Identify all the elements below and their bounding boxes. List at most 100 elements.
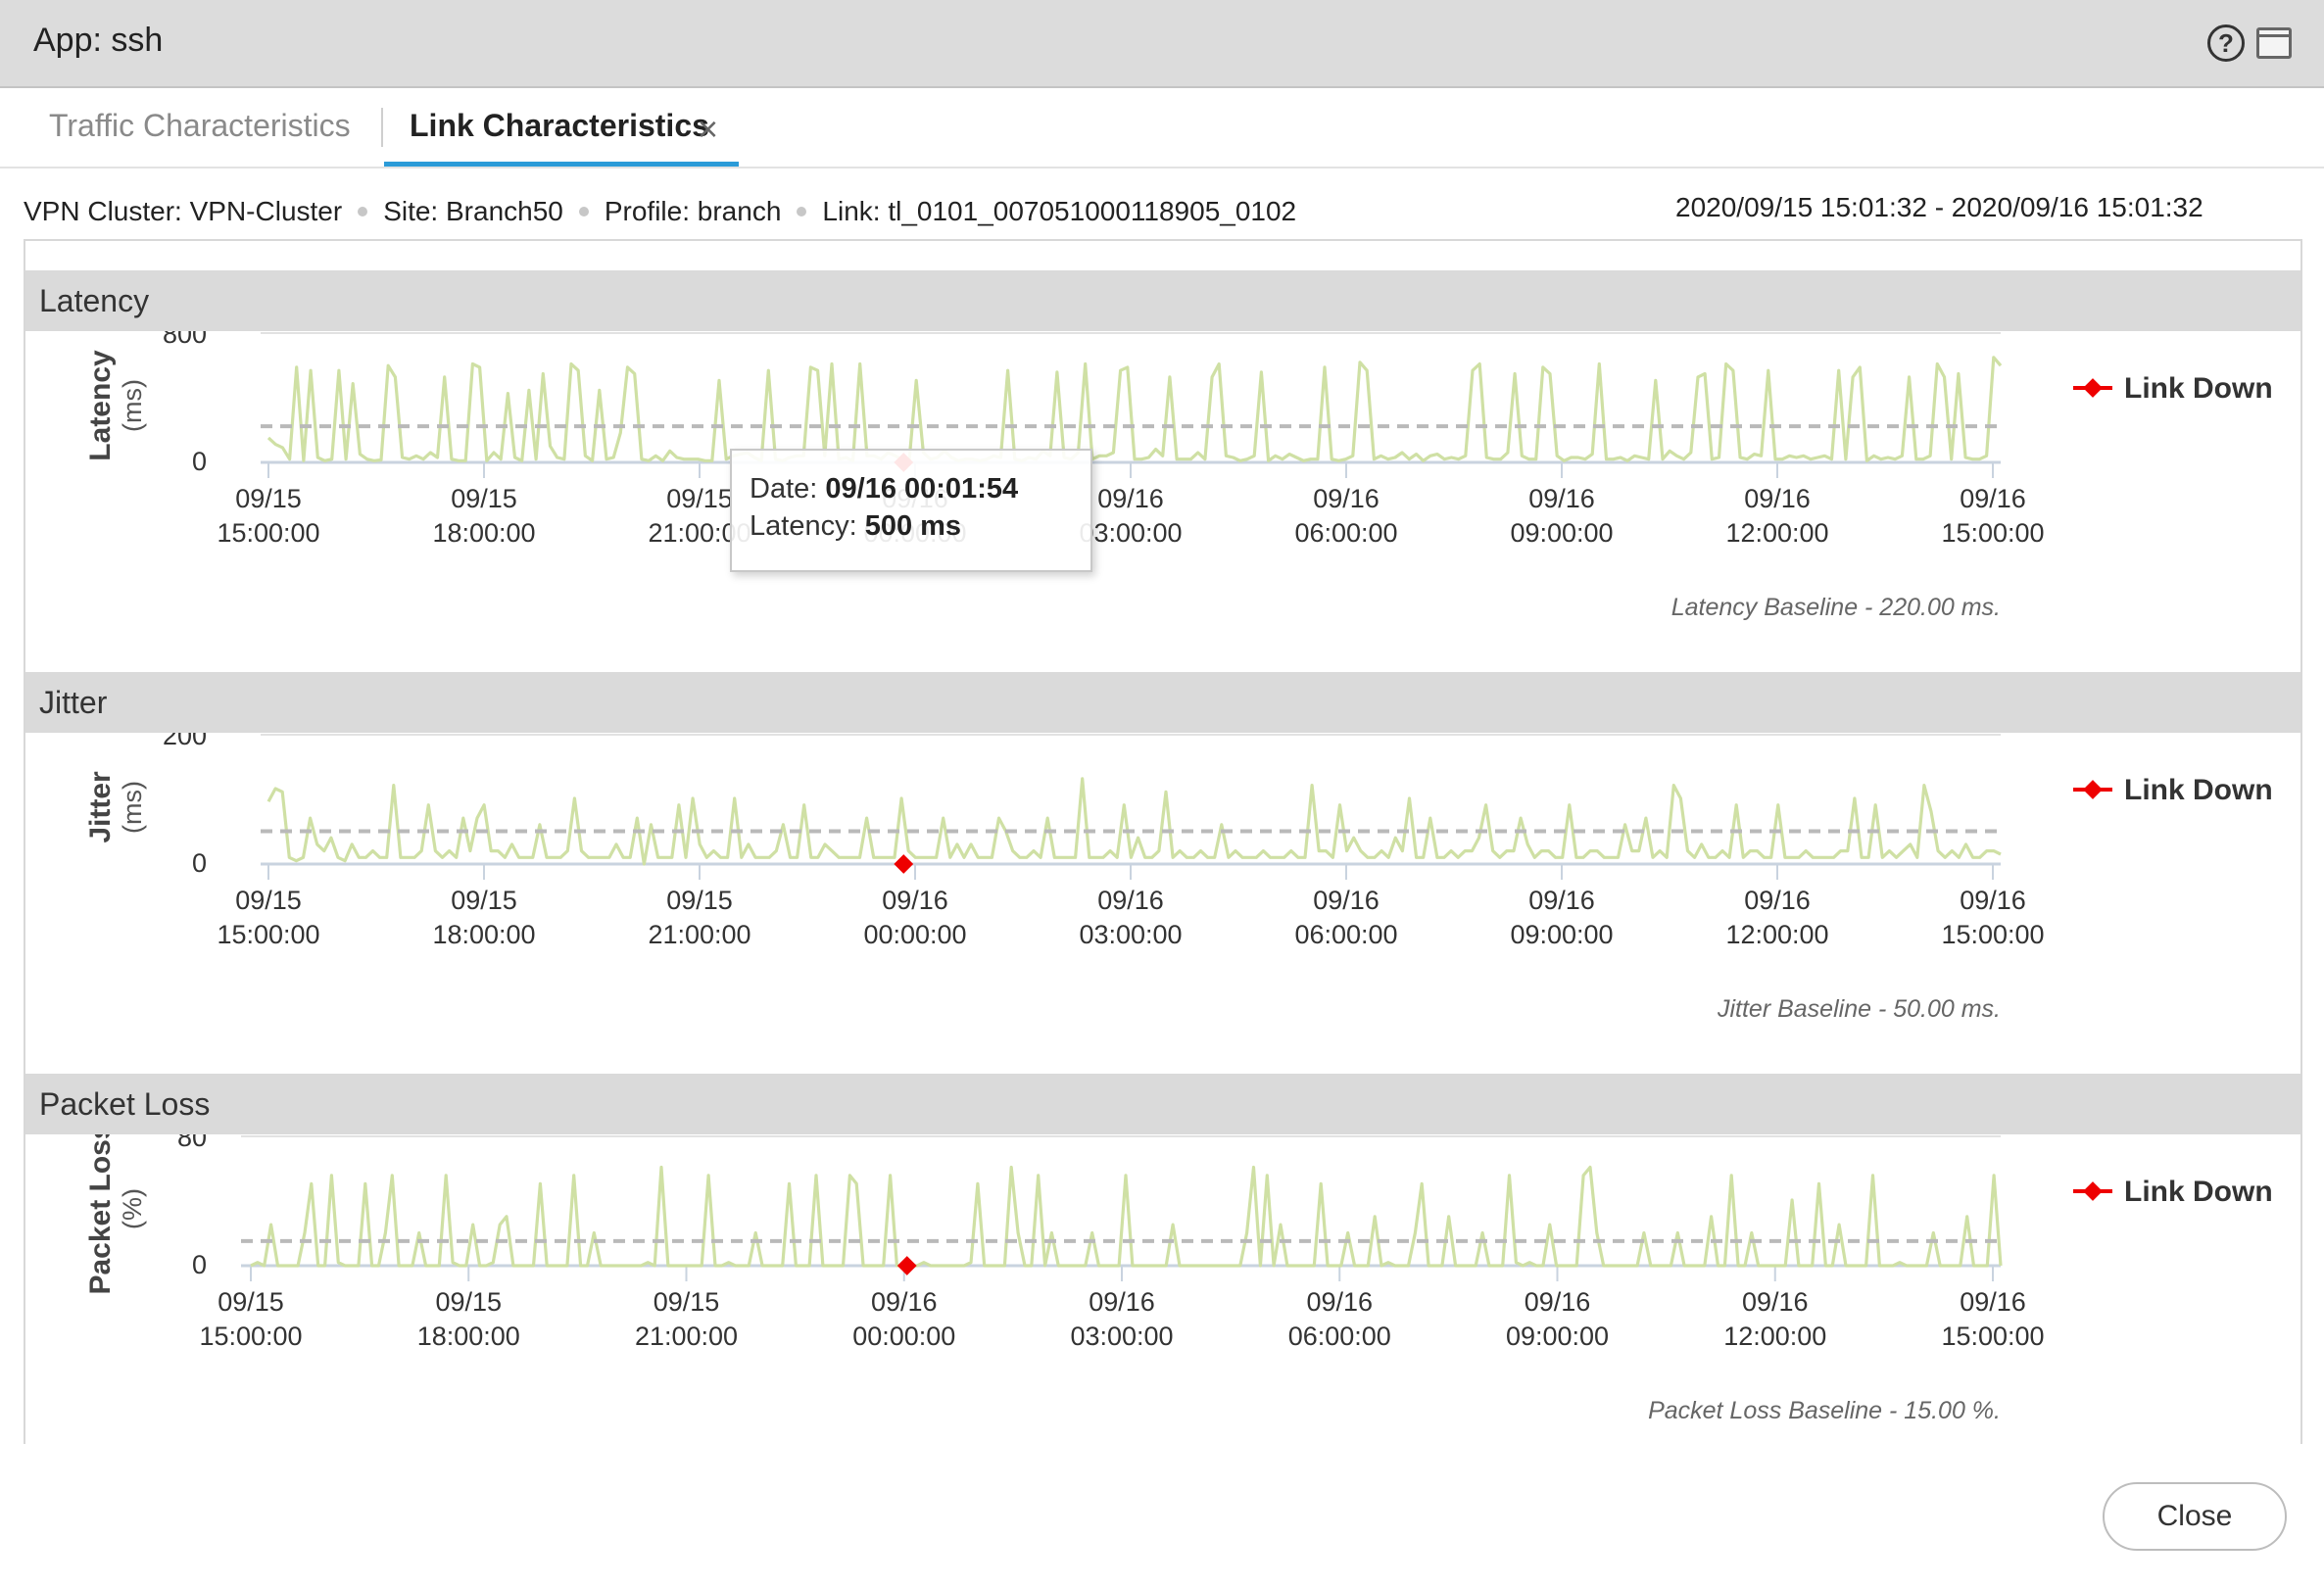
tooltip-date-label: Date: xyxy=(750,473,818,505)
x-tick-time-label: 15:00:00 xyxy=(1941,518,2044,548)
x-tick-date-label: 09/16 xyxy=(882,886,948,915)
separator-dot xyxy=(578,206,589,216)
x-tick-time-label: 15:00:00 xyxy=(1941,1322,2044,1351)
x-tick-time-label: 09:00:00 xyxy=(1510,518,1613,548)
y-min-label: 0 xyxy=(192,848,207,878)
x-tick-date-label: 09/15 xyxy=(654,1287,720,1317)
legend-label: Link Down xyxy=(2124,774,2273,806)
x-tick-date-label: 09/16 xyxy=(1097,484,1164,513)
jitter-section-header: Jitter xyxy=(25,672,2300,733)
x-tick-time-label: 06:00:00 xyxy=(1288,1322,1391,1351)
title-bar: App: ssh ? xyxy=(0,0,2324,88)
close-tab-icon[interactable]: × xyxy=(698,109,719,149)
x-tick-time-label: 12:00:00 xyxy=(1723,1322,1826,1351)
x-tick-time-label: 06:00:00 xyxy=(1294,518,1397,548)
x-tick-date-label: 09/15 xyxy=(451,484,517,513)
maximize-window-icon[interactable] xyxy=(2256,27,2292,59)
baseline-caption: Packet Loss Baseline - 15.00 %. xyxy=(1648,1397,2001,1424)
help-icon[interactable]: ? xyxy=(2207,24,2245,62)
y-max-label: 80 xyxy=(177,1134,207,1152)
tooltip-date-value: 09/16 00:01:54 xyxy=(825,473,1019,505)
x-tick-date-label: 09/15 xyxy=(451,886,517,915)
packet-loss-section-header: Packet Loss xyxy=(25,1074,2300,1134)
legend-marker xyxy=(2083,378,2103,398)
baseline-caption: Latency Baseline - 220.00 ms. xyxy=(1671,594,2001,621)
x-tick-date-label: 09/16 xyxy=(1742,1287,1809,1317)
x-tick-time-label: 12:00:00 xyxy=(1725,518,1828,548)
x-tick-date-label: 09/15 xyxy=(235,886,302,915)
x-tick-date-label: 09/15 xyxy=(235,484,302,513)
tab-link-characteristics[interactable]: Link Characteristics × xyxy=(384,90,739,167)
jitter-chart: 200 0 Jitter (ms) 09/15 15:00:00 09/15 18:00:00… xyxy=(84,733,2273,1023)
x-tick-time-label: 15:00:00 xyxy=(199,1322,302,1351)
x-tick-time-label: 12:00:00 xyxy=(1725,920,1828,949)
y-axis-unit: (%) xyxy=(118,1188,147,1229)
legend-marker xyxy=(2083,1181,2103,1201)
tab-traffic-characteristics[interactable]: Traffic Characteristics xyxy=(49,108,351,143)
x-tick-date-label: 09/16 xyxy=(1960,886,2026,915)
link-info: VPN Cluster: VPN-Cluster Site: Branch50 Pr… xyxy=(24,196,1296,227)
y-axis-unit: (ms) xyxy=(118,781,147,834)
x-tick-date-label: 09/16 xyxy=(1744,484,1811,513)
x-tick-date-label: 09/16 xyxy=(1306,1287,1373,1317)
tab-separator xyxy=(381,108,383,147)
legend-marker xyxy=(2083,780,2103,799)
x-tick-time-label: 15:00:00 xyxy=(217,518,319,548)
x-tick-date-label: 09/16 xyxy=(1744,886,1811,915)
link-down-marker xyxy=(894,854,914,874)
latency-chart: 800 0 Latency (ms) 09/15 15:00:00 09/15 18:00:0… xyxy=(84,331,2273,621)
latency-section-header: Latency xyxy=(25,270,2300,331)
separator-dot xyxy=(358,206,368,216)
x-tick-date-label: 09/16 xyxy=(1097,886,1164,915)
series-line xyxy=(250,1165,2003,1268)
link-text: Link: tl_0101_007051000118905_0102 xyxy=(822,196,1297,226)
x-tick-date-label: 09/15 xyxy=(666,886,733,915)
x-tick-time-label: 18:00:00 xyxy=(417,1322,520,1351)
x-tick-time-label: 00:00:00 xyxy=(852,1322,955,1351)
x-tick-date-label: 09/15 xyxy=(666,484,733,513)
x-tick-time-label: 03:00:00 xyxy=(1079,920,1182,949)
y-max-label: 200 xyxy=(163,733,207,750)
x-tick-time-label: 15:00:00 xyxy=(217,920,319,949)
y-max-label: 800 xyxy=(163,331,207,349)
y-axis-title: Latency xyxy=(84,350,117,461)
y-min-label: 0 xyxy=(192,1250,207,1279)
tooltip-latency-value: 500 ms xyxy=(864,510,962,542)
x-tick-date-label: 09/16 xyxy=(1960,484,2026,513)
x-tick-time-label: 06:00:00 xyxy=(1294,920,1397,949)
x-tick-time-label: 21:00:00 xyxy=(648,920,750,949)
legend-label: Link Down xyxy=(2124,1176,2273,1208)
x-tick-date-label: 09/16 xyxy=(1525,1287,1591,1317)
date-range: 2020/09/15 15:01:32 - 2020/09/16 15:01:3… xyxy=(1675,192,2203,222)
x-tick-time-label: 00:00:00 xyxy=(863,920,966,949)
x-tick-date-label: 09/16 xyxy=(1528,886,1595,915)
tab-bar: Traffic Characteristics Link Characteris… xyxy=(0,90,2324,168)
site-text: Site: Branch50 xyxy=(383,196,563,226)
x-tick-date-label: 09/15 xyxy=(435,1287,502,1317)
x-tick-date-label: 09/16 xyxy=(1528,484,1595,513)
separator-dot xyxy=(797,206,807,216)
x-tick-time-label: 15:00:00 xyxy=(1941,920,2044,949)
x-tick-time-label: 09:00:00 xyxy=(1506,1322,1609,1351)
baseline-caption: Jitter Baseline - 50.00 ms. xyxy=(1717,995,2001,1023)
x-tick-time-label: 18:00:00 xyxy=(432,920,535,949)
tooltip-latency-label: Latency: xyxy=(750,510,857,542)
x-tick-date-label: 09/16 xyxy=(1313,886,1380,915)
x-tick-date-label: 09/16 xyxy=(1313,484,1380,513)
x-tick-time-label: 03:00:00 xyxy=(1079,518,1182,548)
y-axis-unit: (ms) xyxy=(118,379,147,432)
profile-text: Profile: branch xyxy=(604,196,782,226)
x-tick-date-label: 09/16 xyxy=(1960,1287,2026,1317)
series-line xyxy=(266,777,2002,866)
packet-loss-chart: 80 0 Packet Loss (%) 09/15 15:00:00 09/15 18:00… xyxy=(84,1134,2273,1424)
x-tick-time-label: 21:00:00 xyxy=(635,1322,738,1351)
y-axis-title: Jitter xyxy=(84,771,117,843)
vpn-cluster-text: VPN Cluster: VPN-Cluster xyxy=(24,196,343,226)
tab-link-characteristics-label: Link Characteristics xyxy=(410,108,709,143)
x-tick-time-label: 09:00:00 xyxy=(1510,920,1613,949)
legend-label: Link Down xyxy=(2124,372,2273,405)
close-button[interactable]: Close xyxy=(2103,1482,2287,1551)
y-axis-title: Packet Loss xyxy=(84,1134,117,1295)
x-tick-time-label: 18:00:00 xyxy=(432,518,535,548)
